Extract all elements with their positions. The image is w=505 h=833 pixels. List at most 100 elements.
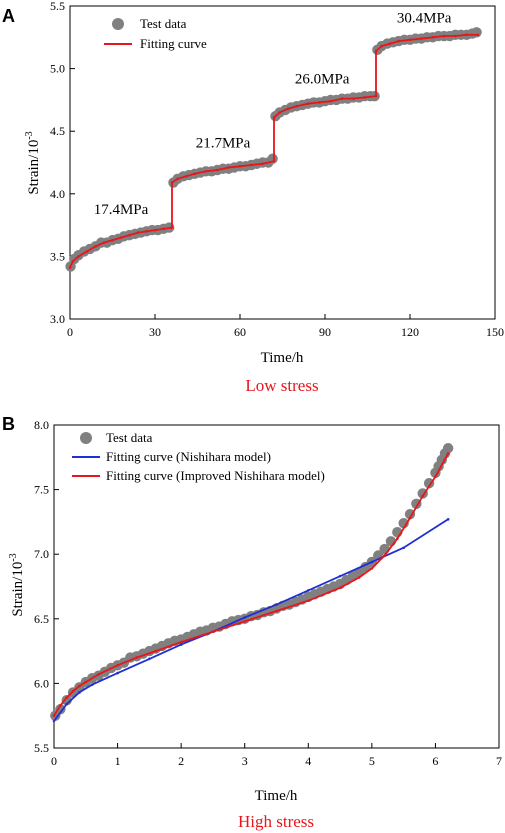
- panel-a-fit-marker: [329, 99, 332, 103]
- panel-a-fit-marker: [193, 172, 196, 176]
- panel-b-fit-marker: [59, 704, 62, 707]
- panel-a-fit-marker: [476, 33, 480, 37]
- panel-a-stage-label: 30.4MPa: [397, 10, 452, 26]
- legend-test-data-marker: [80, 432, 92, 444]
- panel-a-test-data-point: [471, 27, 482, 38]
- panel-a-fit-marker: [85, 250, 89, 253]
- panel-a-x-tick-label: 90: [319, 325, 331, 339]
- panel-a-fit-marker: [68, 266, 72, 269]
- panel-a-fitting-curves: [68, 33, 480, 269]
- panel-a-x-tick-label: 30: [149, 325, 161, 339]
- panel-b-test-data-point: [442, 443, 454, 454]
- panel-a-fit-marker: [388, 42, 392, 45]
- panel-a-y-tick-label: 4.0: [50, 187, 65, 201]
- panel-a-fit-marker: [170, 181, 174, 184]
- panel-a-fit-marker: [111, 238, 114, 242]
- panel-a-fit-marker: [227, 166, 230, 169]
- panel-b-x-tick-label: 4: [305, 754, 311, 768]
- panel-b-x-axis: 0 1 2 3 4 5 6 7: [51, 743, 502, 768]
- panel-b-fit-marker: [116, 671, 119, 675]
- panel-a-y-title-base: Strain/10: [26, 140, 42, 195]
- panel-a-fit-marker: [216, 168, 219, 172]
- panel-b-x-tick-label: 7: [496, 754, 502, 768]
- panel-a-fit-marker: [136, 231, 140, 234]
- panel-b-fit-marker: [135, 656, 138, 659]
- panel-a-fit-marker: [286, 107, 290, 110]
- panel-a-fit-marker: [153, 228, 157, 232]
- panel-b-fit-marker: [90, 683, 94, 686]
- panel-b-y-tick-label: 6.5: [34, 612, 49, 626]
- panel-a-fit-marker: [397, 39, 400, 43]
- panel-a-plot-frame: [69, 5, 496, 320]
- panel-a-fit-marker: [318, 101, 321, 104]
- panel-a-fit-marker: [295, 104, 298, 108]
- panel-a-x-tick-label: 150: [486, 325, 504, 339]
- panel-b-fit-marker: [243, 616, 247, 619]
- panel-b-fit-marker: [65, 702, 69, 706]
- panel-a-stage-label: 26.0MPa: [295, 72, 350, 88]
- panel-b-fit-marker: [78, 691, 81, 694]
- panel-b-y-tick-label: 7.0: [34, 547, 49, 561]
- panel-a-letter: A: [2, 6, 15, 26]
- panel-b-fit-marker: [65, 696, 69, 699]
- panel-b-fit-marker: [243, 620, 247, 623]
- panel-b-fit-marker: [434, 475, 437, 478]
- legend-test-data-marker: [112, 18, 124, 30]
- panel-a-fit-marker: [162, 227, 165, 231]
- panel-a-fit-marker: [94, 245, 97, 248]
- panel-b-fit-marker: [357, 576, 361, 579]
- panel-b-fit-marker: [179, 643, 183, 646]
- panel-b-fit-marker: [306, 599, 310, 603]
- panel-b-caption: High stress: [238, 812, 314, 831]
- panel-b-x-tick-label: 6: [432, 754, 438, 768]
- panel-b-fit-marker: [148, 657, 151, 661]
- panel-b-legend: Test data Fitting curve (Nishihara model…: [72, 430, 325, 483]
- panel-b-chart: B 5.5 6.0 6.5 7.0 7.5 8.0 0 1 2 3 4 5 6 7 Test data …: [2, 414, 502, 831]
- panel-a-fit-marker: [442, 34, 446, 38]
- panel-a-fit-marker: [238, 164, 242, 168]
- panel-b-fit-marker: [338, 586, 342, 590]
- panel-a-fit-marker: [272, 159, 276, 163]
- panel-b-fit-marker: [338, 574, 342, 578]
- panel-b-y-title-exp: -3: [8, 553, 19, 561]
- panel-a-fit-marker: [71, 260, 75, 263]
- panel-b-fit-marker: [52, 714, 56, 717]
- panel-a-fit-marker: [119, 236, 123, 239]
- panel-a-y-axis-title: Strain/10-3: [24, 131, 42, 194]
- panel-a-chart: A 3.0 3.5 4.0 4.5 5.0 5.5 0 30 60 90 120 150 17.4M…: [2, 0, 504, 395]
- panel-a-fit-marker: [408, 38, 412, 42]
- panel-b-fit-marker: [306, 589, 310, 592]
- panel-a-fit-marker: [261, 162, 264, 166]
- panel-a-fit-marker: [145, 230, 148, 233]
- panel-b-fit-marker: [179, 640, 183, 644]
- panel-a-x-tick-label: 120: [401, 325, 419, 339]
- panel-a-y-tick-label: 3.0: [50, 312, 65, 326]
- panel-a-fit-marker: [465, 33, 468, 37]
- panel-a-legend: Test data Fitting curve: [104, 16, 207, 51]
- panel-b-test-data-point: [55, 704, 66, 715]
- panel-b-plot-frame: [53, 424, 500, 749]
- panel-b-fit-marker: [275, 603, 278, 606]
- panel-b-test-data-points: [50, 443, 454, 721]
- panel-a-fit-marker: [272, 116, 276, 119]
- panel-b-fit-marker: [211, 630, 215, 634]
- panel-a-caption: Low stress: [245, 376, 318, 395]
- panel-b-fit-marker: [71, 689, 75, 693]
- panel-a-fit-marker: [102, 241, 106, 244]
- panel-a-x-axis: 0 30 60 90 120 150: [67, 314, 504, 339]
- panel-b-y-axis-title: Strain/10-3: [8, 553, 26, 616]
- panel-a-y-tick-label: 5.0: [50, 62, 65, 76]
- panel-b-x-tick-label: 1: [115, 754, 121, 768]
- panel-a-fit-marker: [374, 49, 378, 53]
- legend-nishihara-label: Fitting curve (Nishihara model): [106, 449, 271, 464]
- panel-b-fit-marker: [421, 494, 425, 498]
- panel-b-y-tick-label: 8.0: [34, 418, 49, 432]
- panel-a-y-axis: 3.0 3.5 4.0 4.5 5.0 5.5: [50, 0, 75, 326]
- panel-b-fit-marker: [97, 673, 100, 676]
- panel-b-fit-marker: [78, 684, 81, 688]
- panel-a-fit-marker: [380, 44, 383, 48]
- panel-b-y-tick-label: 5.5: [34, 741, 49, 755]
- panel-b-fit-marker: [383, 554, 386, 557]
- panel-b-y-title-base: Strain/10: [10, 562, 26, 617]
